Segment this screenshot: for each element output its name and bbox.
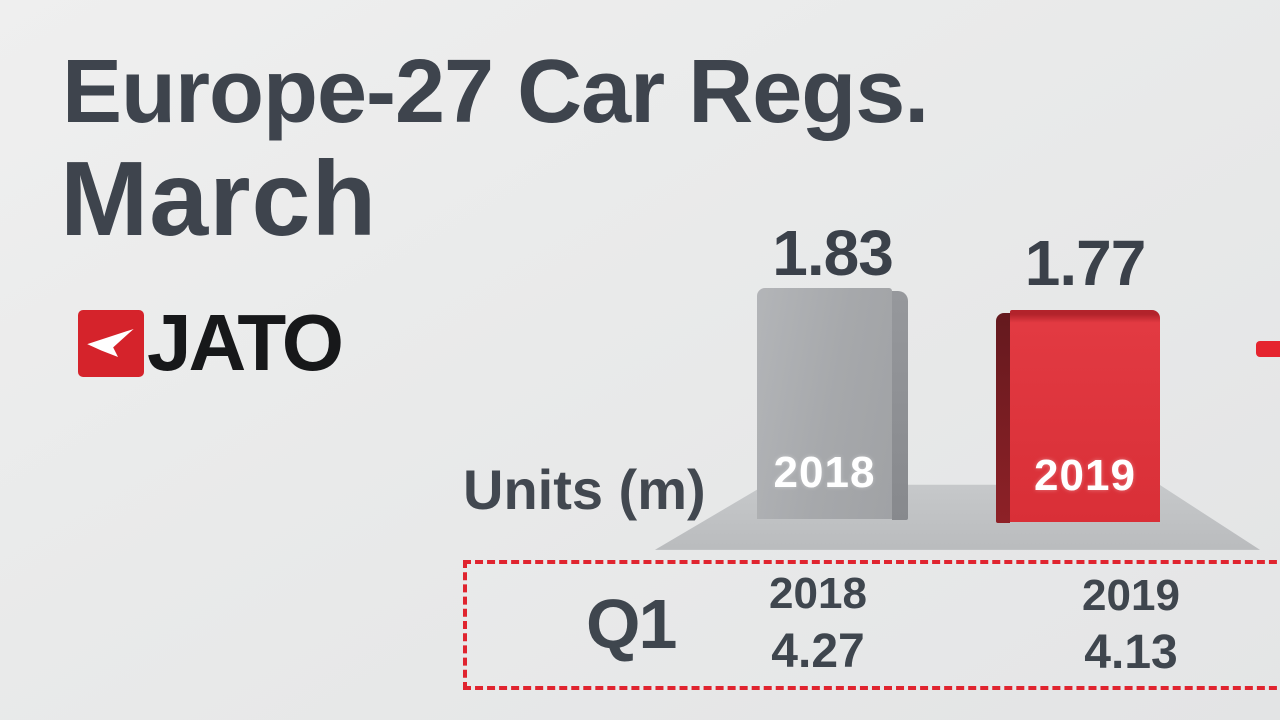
bar-2019: 2019 [1010, 310, 1160, 522]
bar-2019-value-label: 1.77 [1024, 227, 1147, 299]
jato-logo-text: JATO [147, 298, 344, 387]
bar-2018-side-face [892, 291, 908, 520]
jato-arrow-icon [78, 309, 144, 377]
q1-summary-box [463, 560, 1280, 690]
bar-2019-year-label: 2019 [1034, 451, 1136, 500]
table-2019-year: 2019 [1082, 571, 1180, 620]
table-2018-value: 4.27 [771, 625, 865, 678]
page-title: Europe-27 Car Regs. [62, 42, 929, 142]
q1-row-label: Q1 [586, 585, 677, 663]
table-2018-year: 2018 [769, 569, 867, 618]
bar-2018-value-label: 1.83 [772, 217, 894, 289]
jato-logo: JATO [78, 298, 344, 387]
page-subtitle-month: March [60, 140, 378, 258]
bar-2018: 2018 [757, 288, 892, 519]
bar-2018-year-label: 2018 [773, 448, 876, 497]
bar-pedestal-shadow [654, 484, 1261, 550]
bar-2019-side-face [996, 313, 1010, 523]
units-axis-label: Units (m) [463, 458, 706, 521]
negative-change-dash-fragment [1256, 341, 1280, 357]
table-2019-value: 4.13 [1084, 626, 1178, 679]
